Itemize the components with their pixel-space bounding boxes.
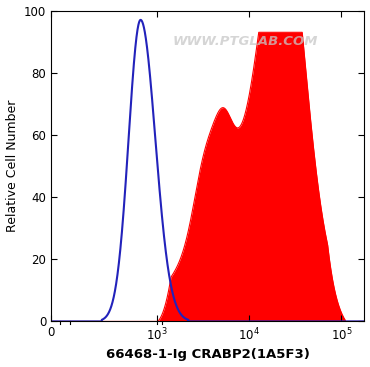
X-axis label: 66468-1-Ig CRABP2(1A5F3): 66468-1-Ig CRABP2(1A5F3) <box>106 348 310 361</box>
Text: WWW.PTGLAB.COM: WWW.PTGLAB.COM <box>173 35 318 48</box>
Y-axis label: Relative Cell Number: Relative Cell Number <box>6 100 18 232</box>
